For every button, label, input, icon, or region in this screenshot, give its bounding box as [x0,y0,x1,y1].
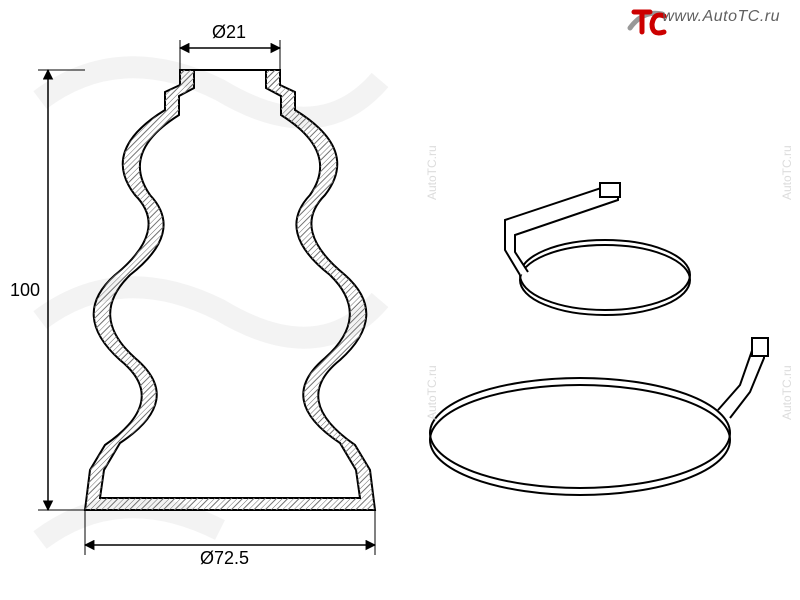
dim-top-label: Ø21 [212,22,246,43]
watermark-url: www.AutoTC.ru [662,8,780,26]
clamp-small [505,183,690,315]
diagram-canvas [0,0,800,600]
dim-top-diameter [180,40,280,70]
watermark-logo-svg [630,12,664,33]
clamp-large [430,338,768,495]
dim-height-label: 100 [10,280,40,301]
dim-bottom-label: Ø72.5 [200,548,249,569]
